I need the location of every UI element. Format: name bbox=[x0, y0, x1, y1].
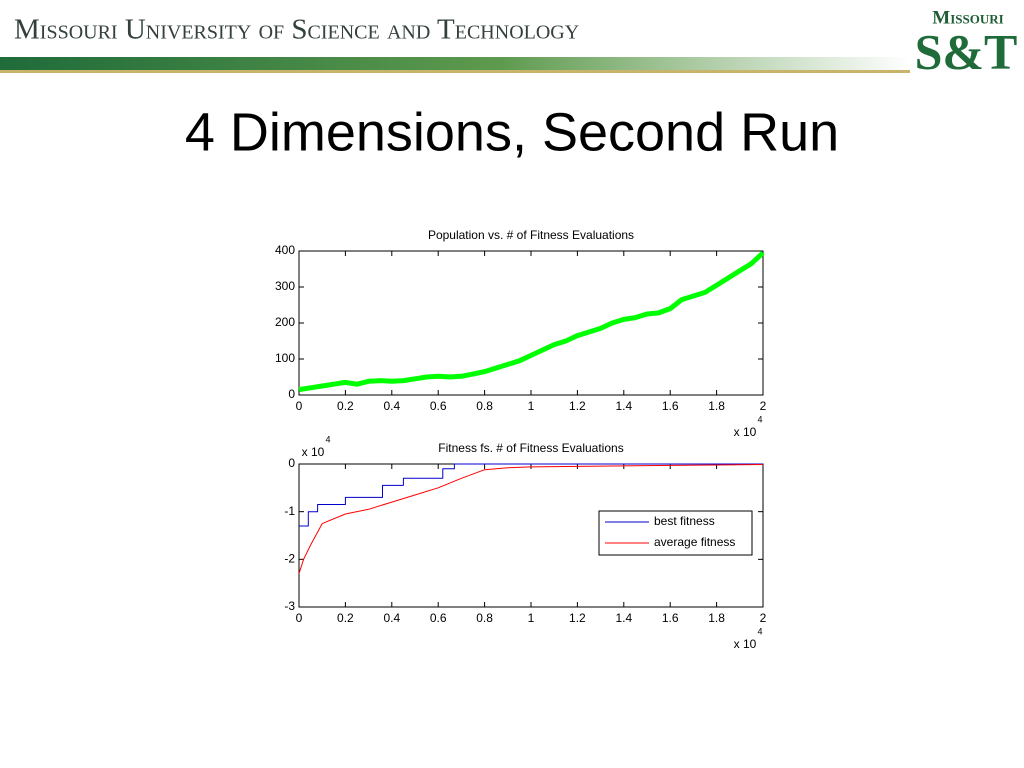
legend-label: best fitness bbox=[654, 514, 715, 528]
x-tick-label: 1.4 bbox=[615, 399, 632, 413]
x-tick-label: 1 bbox=[528, 399, 535, 413]
plot-area bbox=[298, 250, 764, 396]
logo-main: S&T bbox=[915, 23, 1018, 79]
y-tick-label: -2 bbox=[284, 552, 295, 566]
x-tick-label: 0 bbox=[296, 399, 303, 413]
chart-title: Population vs. # of Fitness Evaluations bbox=[428, 228, 634, 242]
y-tick-label: 0 bbox=[288, 456, 295, 470]
header-band bbox=[0, 57, 910, 70]
legend-label: average fitness bbox=[654, 535, 735, 549]
x-tick-label: 1.8 bbox=[708, 399, 725, 413]
logo-top: Missouri bbox=[932, 7, 1003, 28]
x-tick-label: 0.8 bbox=[476, 399, 493, 413]
y-tick-label: 200 bbox=[275, 315, 295, 329]
y-tick-label: 0 bbox=[288, 387, 295, 401]
x-tick-label: 0.6 bbox=[430, 399, 447, 413]
y-tick-label: 100 bbox=[275, 351, 295, 365]
y-tick-label: 400 bbox=[275, 243, 295, 257]
x-offset-base: x 10 bbox=[734, 425, 757, 439]
chart-title: Fitness fs. # of Fitness Evaluations bbox=[438, 441, 623, 455]
x-tick-label: 0.4 bbox=[383, 399, 400, 413]
x-tick-label: 0 bbox=[296, 611, 303, 625]
x-tick-label: 2 bbox=[760, 611, 767, 625]
slide-title: 4 Dimensions, Second Run bbox=[185, 102, 839, 162]
x-tick-label: 0.4 bbox=[383, 611, 400, 625]
x-tick-label: 0.2 bbox=[337, 399, 354, 413]
x-tick-label: 0.6 bbox=[430, 611, 447, 625]
y-tick-label: -1 bbox=[284, 504, 295, 518]
y-offset-base: x 10 bbox=[302, 445, 325, 459]
x-tick-label: 1 bbox=[528, 611, 535, 625]
x-tick-label: 1.2 bbox=[569, 611, 586, 625]
x-tick-label: 1.6 bbox=[662, 611, 679, 625]
x-tick-label: 1.4 bbox=[615, 611, 632, 625]
x-offset-exponent: 4 bbox=[757, 626, 762, 636]
institution: Missouri University of Science and Techn… bbox=[14, 14, 579, 46]
x-offset-exponent: 4 bbox=[757, 414, 762, 424]
x-tick-label: 0.8 bbox=[476, 611, 493, 625]
y-tick-label: -3 bbox=[284, 599, 295, 613]
series-line bbox=[298, 464, 764, 574]
x-tick-label: 2 bbox=[760, 399, 767, 413]
y-tick-label: 300 bbox=[275, 279, 295, 293]
legend-box bbox=[598, 510, 753, 556]
y-offset-exponent: 4 bbox=[325, 434, 330, 444]
x-offset-base: x 10 bbox=[734, 637, 757, 651]
series-line bbox=[298, 250, 765, 393]
header-rule bbox=[0, 70, 910, 73]
x-tick-label: 0.2 bbox=[337, 611, 354, 625]
x-tick-label: 1.8 bbox=[708, 611, 725, 625]
x-tick-label: 1.6 bbox=[662, 399, 679, 413]
x-tick-label: 1.2 bbox=[569, 399, 586, 413]
series-line bbox=[299, 463, 763, 527]
